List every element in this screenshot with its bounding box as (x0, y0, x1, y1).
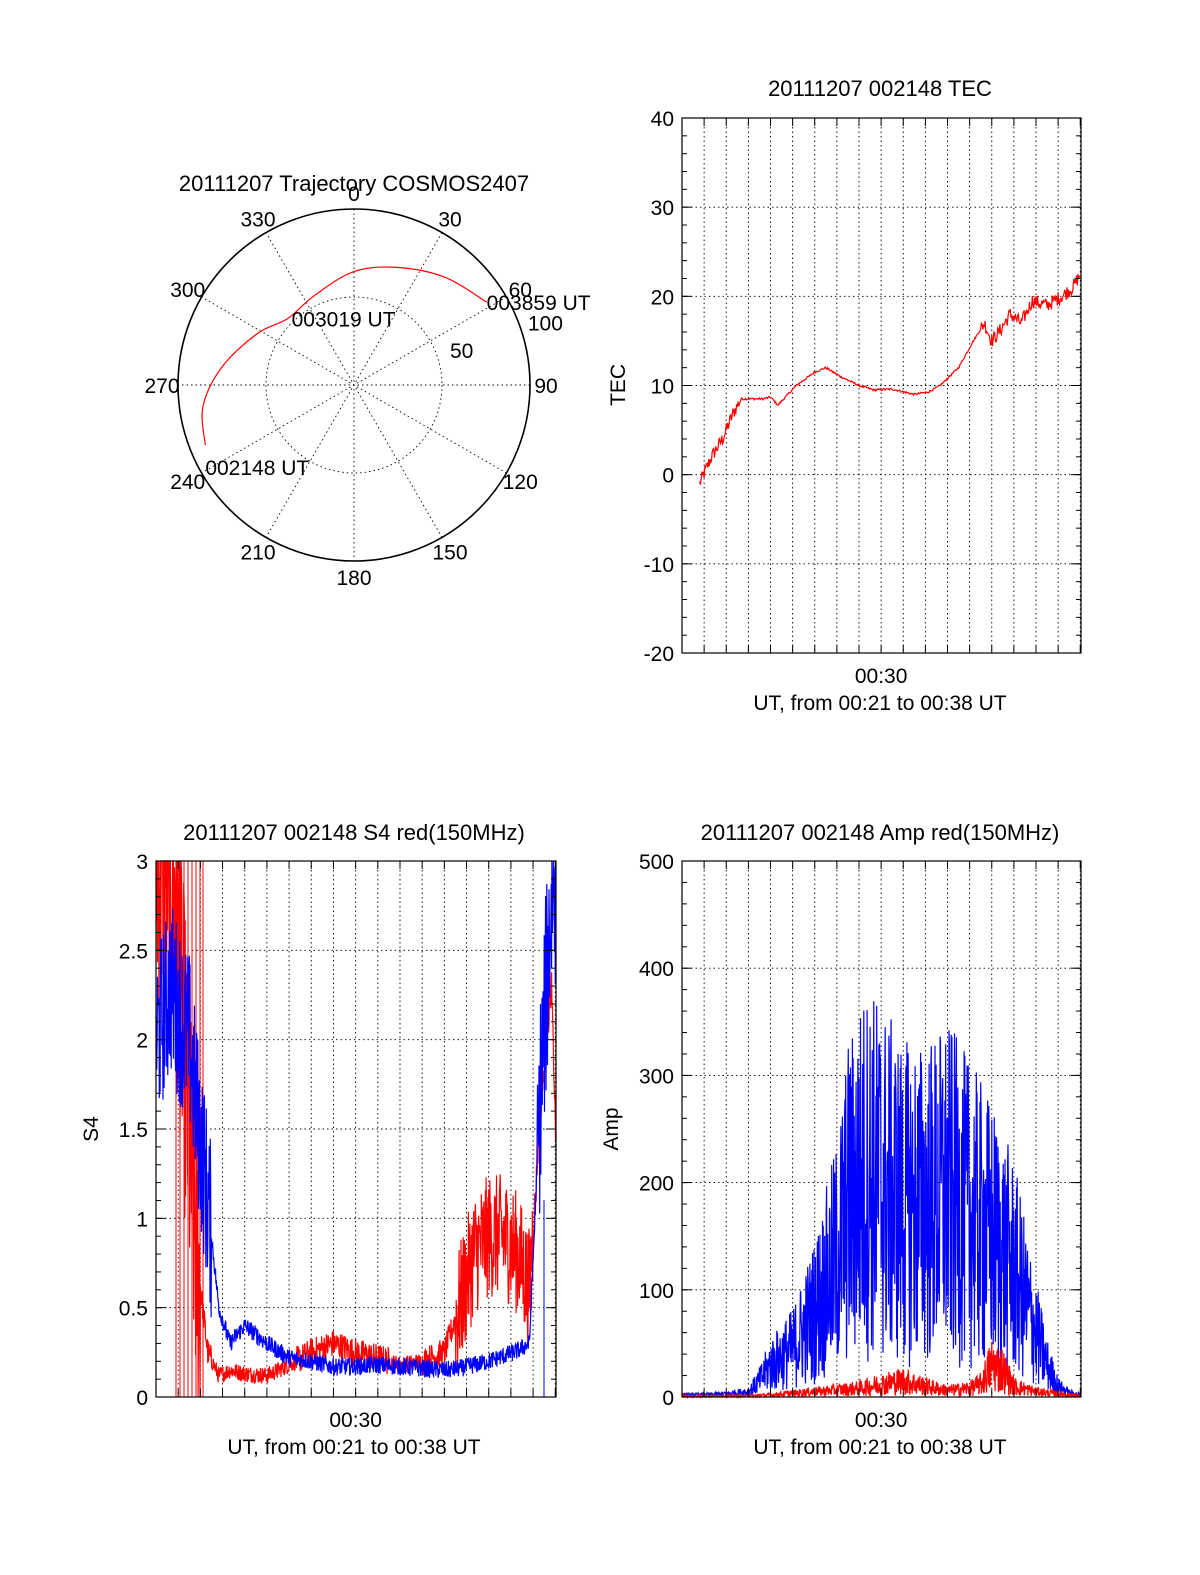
y-tick-label: 0 (662, 465, 674, 488)
tec-title: 20111207 002148 TEC (768, 76, 992, 101)
polar-title: 20111207 Trajectory COSMOS2407 (179, 171, 529, 196)
s4-red-series-line (155, 860, 557, 1398)
polar-angle-label: 30 (438, 209, 461, 232)
amp-plot: 20111207 002148 Amp red(150MHz) 0 100 200 3… (600, 820, 1082, 1459)
tec-series-line (699, 273, 1081, 485)
y-tick-label: 400 (639, 958, 674, 981)
x-tick-label: 00:30 (855, 1409, 908, 1432)
polar-angle-label: 90 (534, 375, 557, 398)
polar-angle-label: 120 (503, 471, 538, 494)
y-tick-label: 3 (136, 851, 148, 874)
y-tick-label: 40 (651, 108, 674, 131)
trajectory-time-label: 002148 UT (205, 457, 309, 480)
y-tick-label: 1.5 (119, 1119, 148, 1142)
y-tick-label: -20 (644, 643, 674, 666)
polar-angle-label: 210 (240, 541, 275, 564)
polar-angle-label: 330 (240, 209, 275, 232)
y-tick-label: 200 (639, 1173, 674, 1196)
x-tick-label: 00:30 (329, 1409, 382, 1432)
trajectory-time-label: 003859 UT (487, 292, 591, 315)
amp-blue-series-line (681, 1001, 1082, 1399)
y-tick-label: 500 (639, 851, 674, 874)
y-tick-label: 0 (136, 1387, 148, 1410)
polar-radial-label: 100 (528, 313, 563, 336)
y-tick-label: 0 (662, 1387, 674, 1410)
polar-spoke (265, 232, 443, 538)
y-tick-label: 2 (136, 1030, 148, 1053)
polar-angle-label: 60 (509, 279, 532, 302)
polar-angle-label: 270 (144, 375, 179, 398)
polar-angle-label: 180 (336, 567, 371, 590)
s4-plot: 20111207 002148 S4 red(150MHz) 0 0.5 1 1.5 2… (80, 820, 557, 1459)
amp-red-series-line (681, 1341, 1082, 1400)
y-tick-label: 1 (136, 1208, 148, 1231)
y-tick-label: 100 (639, 1280, 674, 1303)
polar-radial-ring (265, 296, 443, 474)
y-tick-label: 10 (651, 376, 674, 399)
polar-angle-label: 300 (170, 279, 205, 302)
polar-angle-label: 150 (432, 541, 467, 564)
s4-title: 20111207 002148 S4 red(150MHz) (183, 820, 525, 845)
amp-xlabel: UT, from 00:21 to 00:38 UT (753, 1436, 1006, 1459)
amp-title: 20111207 002148 Amp red(150MHz) (701, 820, 1060, 845)
s4-blue-series-line (155, 860, 557, 1379)
tec-plot: 20111207 002148 TEC -20 -10 0 10 20 30 40 00:30… (607, 76, 1082, 715)
y-tick-label: 2.5 (119, 940, 148, 963)
polar-trajectory-plot: 20111207 Trajectory COSMOS2407 0 30 60 90 12… (144, 171, 590, 590)
y-tick-label: -10 (644, 554, 674, 577)
tec-ylabel: TEC (607, 364, 630, 406)
y-tick-label: 20 (651, 286, 674, 309)
trajectory-line (201, 266, 488, 446)
trajectory-time-label: 003019 UT (292, 309, 396, 332)
x-tick-label: 00:30 (855, 665, 908, 688)
polar-angle-label: 240 (170, 471, 205, 494)
y-tick-label: 30 (651, 197, 674, 220)
amp-ylabel: Amp (600, 1107, 623, 1150)
s4-xlabel: UT, from 00:21 to 00:38 UT (227, 1436, 480, 1459)
tec-xlabel: UT, from 00:21 to 00:38 UT (753, 692, 1006, 715)
s4-ylabel: S4 (80, 1116, 103, 1142)
polar-radial-label: 50 (450, 340, 473, 363)
y-tick-label: 0.5 (119, 1298, 148, 1321)
y-tick-label: 300 (639, 1065, 674, 1088)
polar-angle-label: 0 (348, 183, 360, 206)
